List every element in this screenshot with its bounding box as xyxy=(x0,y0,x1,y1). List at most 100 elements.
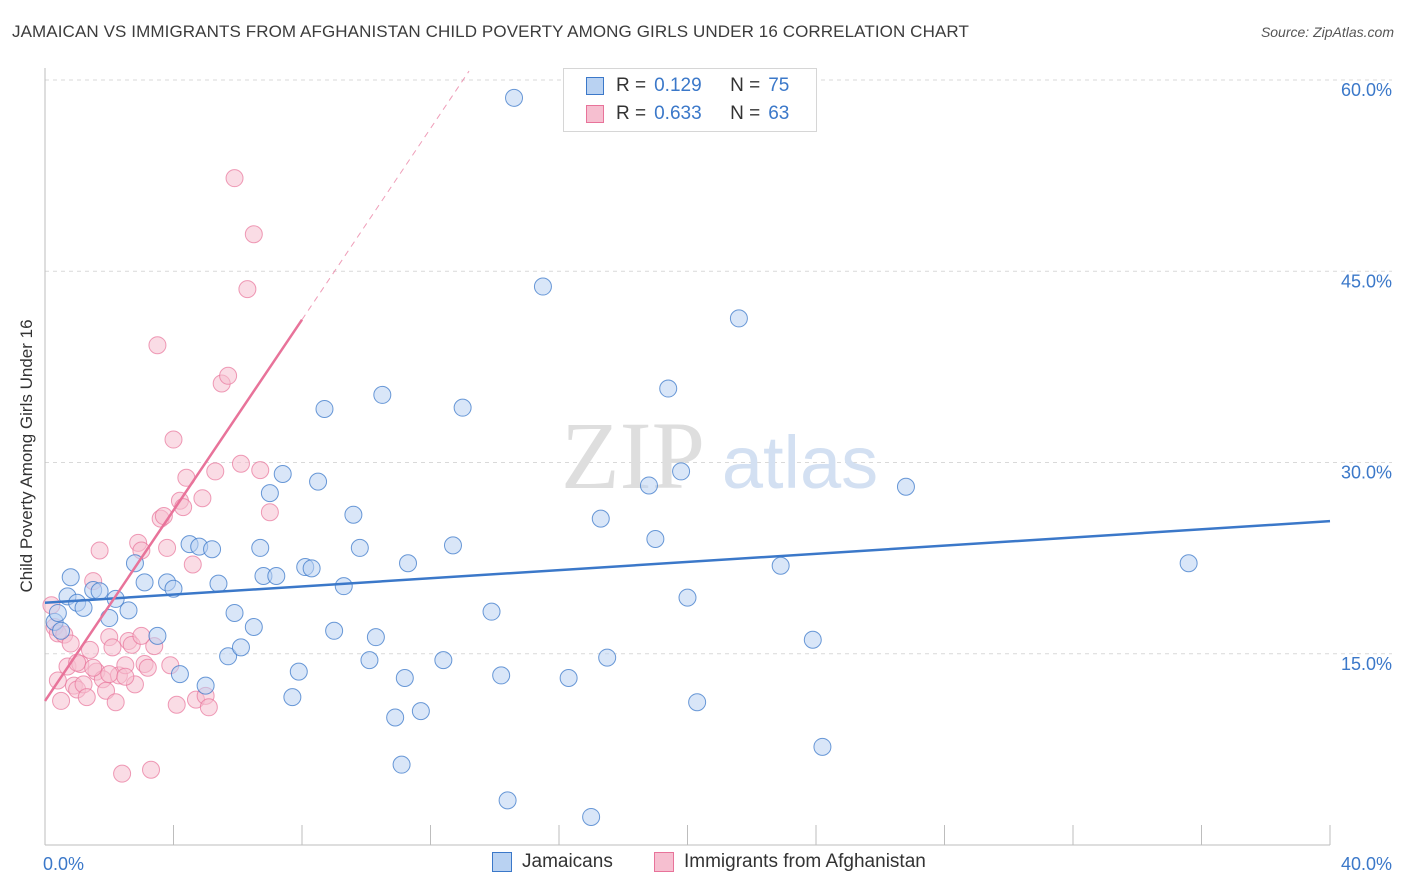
legend-r-label: R = xyxy=(616,103,647,124)
y-tick-label: 45.0% xyxy=(1341,271,1392,291)
afghanistan-point xyxy=(219,366,238,385)
jamaican-point xyxy=(90,582,109,601)
jamaican-point xyxy=(273,464,292,483)
afghanistan-point xyxy=(183,555,202,574)
jamaican-point xyxy=(492,666,511,685)
jamaican-point xyxy=(225,603,244,622)
legend-r-value: 0.633 xyxy=(654,103,702,124)
legend: R = 0.129 N = 75 R = 0.633 N = 63 xyxy=(563,68,817,132)
series-legend-label: Jamaicans xyxy=(522,851,613,872)
afghanistan-point xyxy=(106,693,125,712)
jamaican-point xyxy=(48,603,67,622)
jamaican-point xyxy=(386,708,405,727)
series-legend: Jamaicans Immigrants from Afghanistan xyxy=(0,851,1406,877)
y-tick-label: 60.0% xyxy=(1341,80,1392,100)
jamaican-point xyxy=(434,651,453,670)
afghanistan-point xyxy=(116,667,135,686)
source-label: Source: ZipAtlas.com xyxy=(1260,24,1394,40)
y-tick-label: 15.0% xyxy=(1341,654,1392,674)
afghanistan-trend-extension xyxy=(301,70,470,320)
jamaican-point xyxy=(392,755,411,774)
jamaican-point xyxy=(302,559,321,578)
afghanistan-point xyxy=(158,538,177,557)
series-swatch-pink xyxy=(654,852,674,872)
axis-labels: 15.0% 30.0% 45.0% 60.0% 0.0% 40.0% xyxy=(43,80,1392,874)
jamaican-points xyxy=(45,88,1198,826)
series-swatch-blue xyxy=(492,852,512,872)
jamaican-point xyxy=(373,385,392,404)
afghanistan-point xyxy=(138,658,157,677)
legend-r-label: R = xyxy=(616,75,647,96)
jamaican-point xyxy=(267,566,286,585)
jamaican-point xyxy=(659,379,678,398)
afghanistan-point xyxy=(90,541,109,560)
afghanistan-points xyxy=(42,169,279,783)
jamaican-point xyxy=(119,601,138,620)
jamaican-point xyxy=(896,477,915,496)
jamaican-point xyxy=(771,556,790,575)
afghanistan-point xyxy=(206,462,225,481)
watermark-zip: ZIP xyxy=(561,402,705,509)
jamaican-point xyxy=(582,807,601,826)
jamaican-point xyxy=(164,579,183,598)
axes xyxy=(44,68,1331,846)
jamaican-point xyxy=(325,621,344,640)
afghanistan-point xyxy=(100,665,119,684)
jamaican-point xyxy=(498,791,517,810)
afghanistan-point xyxy=(251,461,270,480)
jamaican-point xyxy=(591,509,610,528)
jamaican-point xyxy=(688,693,707,712)
series-legend-jamaicans[interactable]: Jamaicans xyxy=(492,851,613,873)
jamaican-point xyxy=(203,540,222,559)
gridlines xyxy=(45,79,1392,655)
legend-swatch-blue xyxy=(586,77,604,95)
jamaican-point xyxy=(443,536,462,555)
legend-row-afghanistan: R = 0.633 N = 63 xyxy=(586,100,789,128)
series-legend-afghanistan[interactable]: Immigrants from Afghanistan xyxy=(654,851,926,873)
jamaican-point xyxy=(244,617,263,636)
jamaican-point xyxy=(209,574,228,593)
legend-row-jamaicans: R = 0.129 N = 75 xyxy=(586,72,789,100)
afghanistan-point xyxy=(193,489,212,508)
series-legend-label: Immigrants from Afghanistan xyxy=(684,851,926,872)
trend-lines xyxy=(43,70,1331,702)
jamaican-point xyxy=(196,676,215,695)
legend-r-value: 0.129 xyxy=(654,75,702,96)
afghanistan-point xyxy=(84,658,103,677)
x-tick-label: 0.0% xyxy=(43,854,84,874)
jamaican-point xyxy=(1179,554,1198,573)
y-tick-label: 30.0% xyxy=(1341,463,1392,483)
afghanistan-point xyxy=(164,430,183,449)
legend-n-value: 63 xyxy=(768,103,790,124)
jamaican-point xyxy=(505,88,524,107)
x-tick-label: 40.0% xyxy=(1341,854,1392,874)
jamaican-point xyxy=(559,668,578,687)
afghanistan-point xyxy=(61,634,80,653)
jamaican-point xyxy=(411,702,430,721)
afghanistan-point xyxy=(231,454,250,473)
jamaican-point xyxy=(482,602,501,621)
jamaican-point xyxy=(315,399,334,418)
jamaican-point xyxy=(344,505,363,524)
y-axis-title: Child Poverty Among Girls Under 16 xyxy=(17,319,36,592)
jamaican-point xyxy=(672,462,691,481)
jamaican-point xyxy=(148,626,167,645)
watermark-atlas: atlas xyxy=(722,421,878,504)
jamaican-point xyxy=(309,472,328,491)
chart-title: JAMAICAN VS IMMIGRANTS FROM AFGHANISTAN … xyxy=(12,22,969,41)
afghanistan-point xyxy=(142,760,161,779)
jamaican-point xyxy=(100,609,119,628)
jamaican-point xyxy=(360,651,379,670)
jamaican-point xyxy=(61,568,80,587)
jamaican-point xyxy=(283,688,302,707)
jamaican-point xyxy=(678,588,697,607)
jamaican-point xyxy=(334,577,353,596)
jamaican-point xyxy=(350,538,369,557)
jamaican-point xyxy=(260,484,279,503)
jamaican-point xyxy=(598,648,617,667)
jamaican-point xyxy=(251,538,270,557)
jamaican-point xyxy=(453,398,472,417)
afghanistan-point xyxy=(77,688,96,707)
legend-n-label: N = xyxy=(730,75,761,96)
